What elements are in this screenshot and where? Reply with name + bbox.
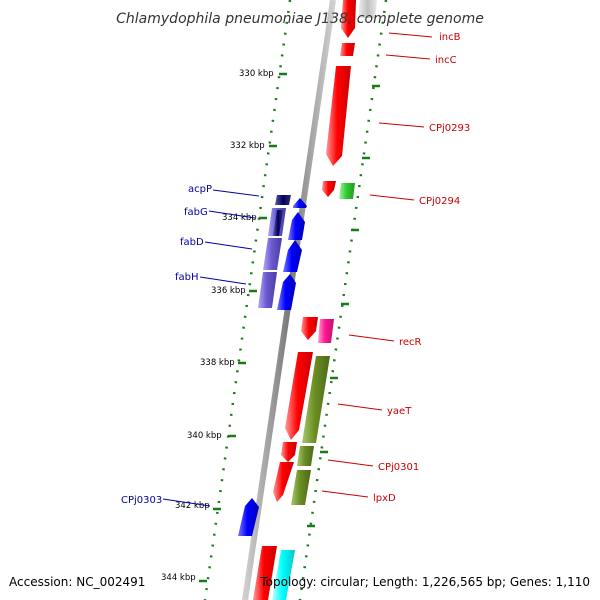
feature-fabG-navy[interactable] [273, 210, 283, 236]
feature-fabH[interactable] [277, 274, 296, 310]
feature-CPj0293[interactable] [326, 66, 351, 166]
accession-label: Accession: NC_002491 [9, 575, 145, 589]
kbp-label-330: 330 kbp [239, 69, 274, 79]
feature-bottom-red[interactable] [253, 546, 277, 600]
gene-label-acpP[interactable]: acpP [188, 184, 212, 195]
kbp-label-332: 332 kbp [230, 141, 265, 151]
feature-yaeT[interactable] [285, 352, 313, 440]
gene-label-yaeT[interactable]: yaeT [387, 406, 412, 417]
kbp-label-342: 342 kbp [175, 501, 210, 511]
gene-label-fabD[interactable]: fabD [180, 237, 204, 248]
kbp-label-344: 344 kbp [161, 573, 196, 583]
feature-yaeT-olive[interactable] [302, 356, 330, 443]
outer-major-ticks [307, 84, 380, 528]
kbp-label-336: 336 kbp [211, 286, 246, 296]
gene-label-incC[interactable]: incC [435, 55, 457, 66]
feature-CPj0301[interactable] [281, 442, 297, 462]
major-ticks [199, 72, 287, 583]
feature-CPj0303[interactable] [238, 498, 259, 536]
feature-fabD-purple[interactable] [263, 238, 282, 270]
reverse-tick-track [203, 0, 292, 600]
gene-label-fabG[interactable]: fabG [184, 207, 208, 218]
gene-label-recR[interactable]: recR [399, 337, 422, 348]
feature-acpP[interactable] [275, 195, 291, 205]
feature-fabH-purple[interactable] [258, 272, 277, 308]
feature-fabG[interactable] [288, 212, 305, 240]
gene-label-lpxD[interactable]: lpxD [373, 493, 396, 504]
feature-bottom-cyan[interactable] [272, 550, 295, 600]
gene-label-CPj0303[interactable]: CPj0303 [121, 495, 162, 506]
gene-label-CPj0301[interactable]: CPj0301 [378, 462, 419, 473]
kbp-label-334: 334 kbp [222, 213, 257, 223]
feature-fabD[interactable] [283, 240, 302, 272]
kbp-label-338: 338 kbp [200, 358, 235, 368]
gene-label-incB[interactable]: incB [439, 32, 461, 43]
feature-incC[interactable] [340, 43, 355, 56]
feature-lpxD-olive[interactable] [291, 470, 311, 505]
gene-label-CPj0294[interactable]: CPj0294 [419, 196, 460, 207]
map-title: Chlamydophila pneumoniae J138, complete … [116, 11, 484, 27]
leader-lines [162, 32, 433, 507]
feature-incB[interactable] [341, 0, 356, 38]
feature-recR[interactable] [301, 317, 318, 340]
feature-grey-top[interactable] [358, 0, 377, 18]
feature-CPj0294-green[interactable] [339, 183, 355, 199]
genome-summary: Topology: circular; Length: 1,226,565 bp… [259, 575, 590, 589]
feature-recR-pink[interactable] [318, 319, 334, 343]
feature-CPj0294[interactable] [322, 181, 336, 197]
kbp-label-340: 340 kbp [187, 431, 222, 441]
feature-acpP-blue[interactable] [293, 198, 307, 208]
gene-label-fabH[interactable]: fabH [175, 272, 199, 283]
gene-label-CPj0293[interactable]: CPj0293 [429, 123, 470, 134]
feature-lpxD[interactable] [273, 462, 294, 502]
feature-CPj0301-olive[interactable] [297, 446, 314, 466]
